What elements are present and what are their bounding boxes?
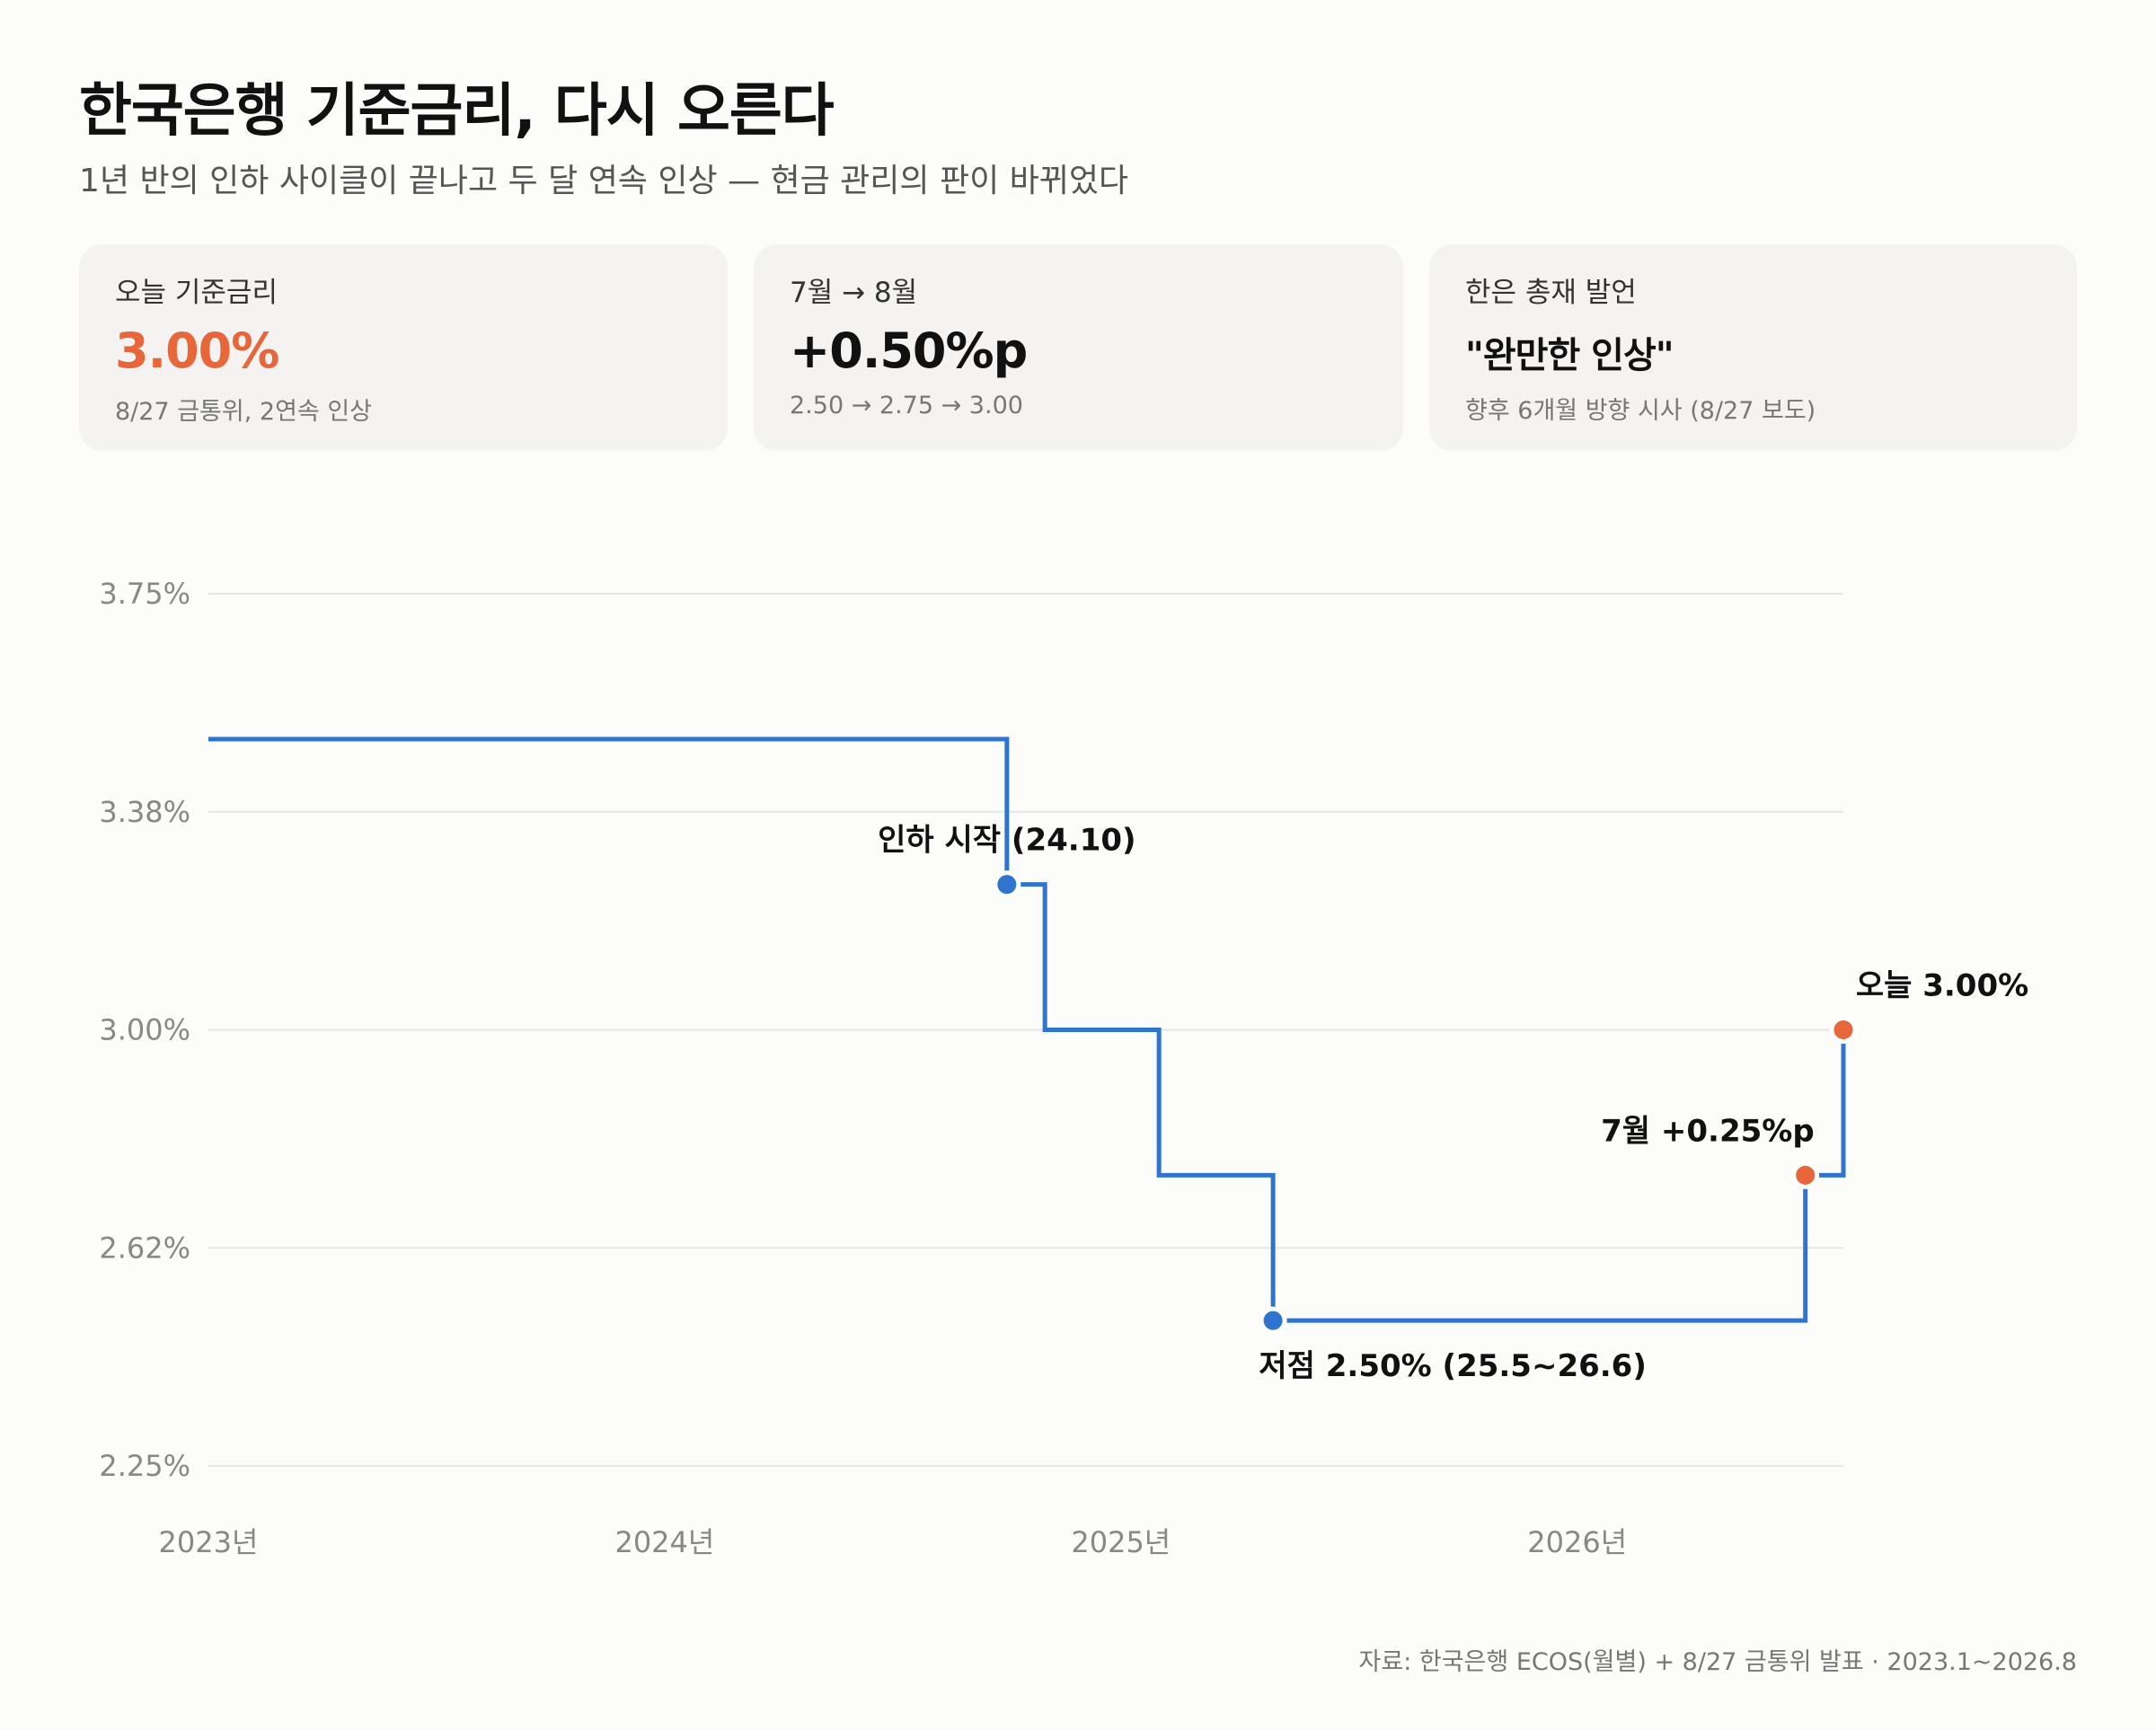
- card-value: +0.50%p: [790, 322, 1028, 379]
- card-note: 향후 6개월 방향 시사 (8/27 보도): [1465, 397, 1816, 425]
- y-tick-label: 3.00%: [99, 1013, 190, 1047]
- kpi-cards: 오늘 기준금리 3.00% 8/27 금통위, 2연속 인상 7월 → 8월 +…: [79, 244, 2077, 451]
- x-tick-label: 2023년: [159, 1525, 259, 1559]
- page-subtitle: 1년 반의 인하 사이클이 끝나고 두 달 연속 인상 — 현금 관리의 판이 …: [79, 163, 1129, 199]
- annotation-label: 7월 +0.25%p: [1601, 1113, 1815, 1149]
- annotation-label: 오늘 3.00%: [1856, 968, 2028, 1004]
- page-title: 한국은행 기준금리, 다시 오른다: [79, 78, 835, 145]
- card-note: 8/27 금통위, 2연속 인상: [115, 398, 373, 426]
- y-tick-label: 3.75%: [99, 577, 190, 611]
- x-tick-label: 2025년: [1071, 1525, 1171, 1559]
- card-label: 오늘 기준금리: [115, 277, 278, 309]
- data-point-marker: [993, 870, 1021, 899]
- data-point-marker: [1259, 1306, 1287, 1335]
- current-rate-card: 오늘 기준금리 3.00% 8/27 금통위, 2연속 인상: [79, 244, 728, 451]
- card-value: 3.00%: [115, 322, 279, 379]
- base-rate-step-chart: 3.75% 3.38% 3.00% 2.62% 2.25% 2023년 2024년 2025년…: [99, 577, 2028, 1559]
- x-tick-label: 2024년: [614, 1525, 714, 1559]
- source-note: 자료: 한국은행 ECOS(월별) + 8/27 금통위 발표 · 2023.1…: [1358, 1648, 2077, 1676]
- y-tick-label: 3.38%: [99, 795, 190, 829]
- y-tick-label: 2.62%: [99, 1231, 190, 1265]
- annotation-label: 저점 2.50% (25.5~26.6): [1259, 1348, 1647, 1384]
- data-point-marker: [1791, 1161, 1820, 1189]
- governor-remark-card: 한은 총재 발언 "완만한 인상" 향후 6개월 방향 시사 (8/27 보도): [1429, 244, 2077, 451]
- card-note: 2.50 → 2.75 → 3.00: [790, 392, 1023, 419]
- y-tick-label: 2.25%: [99, 1449, 190, 1483]
- card-value: "완만한 인상": [1465, 335, 1674, 376]
- card-label: 7월 → 8월: [790, 277, 918, 309]
- card-label: 한은 총재 발언: [1465, 277, 1637, 309]
- annotation-label: 인하 시작 (24.10): [878, 823, 1135, 859]
- x-tick-label: 2026년: [1527, 1525, 1627, 1559]
- rate-change-card: 7월 → 8월 +0.50%p 2.50 → 2.75 → 3.00: [754, 244, 1403, 451]
- data-point-marker: [1829, 1016, 1858, 1044]
